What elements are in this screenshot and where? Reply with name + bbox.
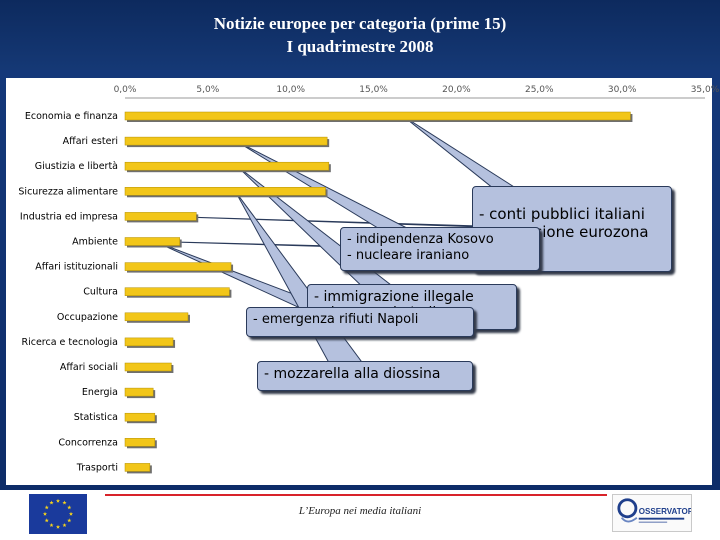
x-tick-label: 30,0%	[608, 85, 637, 95]
category-label: Affari istituzionali	[35, 262, 118, 273]
category-label: Ricerca e tecnologia	[21, 337, 118, 348]
x-axis-ticks: 0,0% 5,0% 10,0% 15,0% 20,0% 25,0% 30,0% 35,0%	[114, 85, 720, 99]
eu-star	[55, 524, 61, 529]
category-label: Sicurezza alimentare	[18, 186, 118, 197]
bar	[124, 337, 174, 347]
bar	[124, 412, 156, 422]
category-label: Concorrenza	[58, 437, 118, 448]
category-labels: Economia e finanza Affari esteri Giustizia…	[18, 111, 118, 473]
callout-text-line: - indipendenza Kosovo	[347, 232, 494, 247]
callout-kosovo: - indipendenza Kosovo - nucleare iranian…	[340, 227, 540, 271]
bar	[124, 312, 189, 322]
bar	[124, 187, 326, 196]
title-line-1: Notizie europee per categoria (prime 15)	[213, 14, 507, 33]
category-label: Statistica	[74, 412, 118, 423]
bar	[124, 136, 328, 146]
category-label: Affari esteri	[63, 136, 118, 147]
callout-text-line: - nucleare iraniano	[347, 248, 470, 263]
page-title: Notizie europee per categoria (prime 15)…	[0, 12, 720, 58]
x-tick-label: 10,0%	[276, 85, 305, 95]
bar	[124, 262, 232, 271]
category-label: Energia	[82, 387, 118, 398]
osservatorio-logo-icon: OSSERVATORIO	[612, 494, 692, 532]
x-tick-label: 20,0%	[442, 85, 471, 95]
base-label: Base: 29 ore	[6, 470, 70, 481]
chart-panel: 0,0% 5,0% 10,0% 15,0% 20,0% 25,0% 30,0% 35,0% E…	[0, 70, 720, 490]
bars	[124, 111, 633, 474]
eu-star	[62, 523, 67, 528]
bar	[124, 362, 172, 372]
category-label: Cultura	[83, 287, 118, 298]
x-tick-label: 35,0%	[691, 85, 720, 95]
callout-text-line: - emergenza rifiuti Napoli	[253, 312, 419, 327]
title-line-2: I quadrimestre 2008	[286, 37, 434, 56]
bar	[124, 387, 154, 397]
bar	[124, 111, 631, 121]
eu-star	[42, 511, 48, 516]
bar	[124, 287, 230, 296]
bar	[124, 161, 330, 171]
eu-star	[49, 500, 54, 505]
callout-text-line: - mozzarella alla diossina	[264, 366, 441, 382]
eu-star	[67, 505, 72, 510]
eu-flag-icon	[29, 494, 87, 534]
category-label: Giustizia e libertà	[35, 161, 118, 172]
category-label: Industria ed impresa	[20, 211, 118, 222]
category-label: Trasporti	[76, 462, 118, 473]
callout-text-line: - conti pubblici italiani	[479, 205, 645, 223]
callout-rifiuti-napoli: - emergenza rifiuti Napoli	[246, 307, 474, 337]
eu-star	[55, 498, 61, 503]
bar	[124, 438, 156, 447]
bar	[124, 212, 197, 221]
eu-star	[49, 523, 54, 528]
eu-star	[67, 518, 72, 523]
bar	[124, 237, 180, 246]
bar-chart: 0,0% 5,0% 10,0% 15,0% 20,0% 25,0% 30,0% 35,0% E…	[6, 78, 720, 485]
category-label: Occupazione	[57, 312, 118, 323]
eu-star	[68, 511, 74, 516]
x-tick-label: 0,0%	[114, 85, 137, 95]
eu-star	[62, 500, 67, 505]
footer-divider	[105, 494, 607, 496]
callout-text-line: - immigrazione illegale	[314, 289, 474, 305]
category-label: Affari sociali	[60, 362, 118, 373]
category-label: Economia e finanza	[25, 111, 118, 122]
callout-mozzarella: - mozzarella alla diossina	[257, 361, 473, 391]
x-tick-label: 25,0%	[525, 85, 554, 95]
eu-star	[44, 505, 49, 510]
footer-text: L’Europa nei media italiani	[298, 505, 422, 517]
category-label: Ambiente	[72, 237, 118, 248]
bar	[124, 463, 151, 472]
logo-wordmark: OSSERVATORIO	[639, 507, 692, 516]
x-tick-label: 5,0%	[196, 85, 219, 95]
header-band	[0, 0, 720, 78]
x-tick-label: 15,0%	[359, 85, 388, 95]
eu-star	[44, 518, 49, 523]
